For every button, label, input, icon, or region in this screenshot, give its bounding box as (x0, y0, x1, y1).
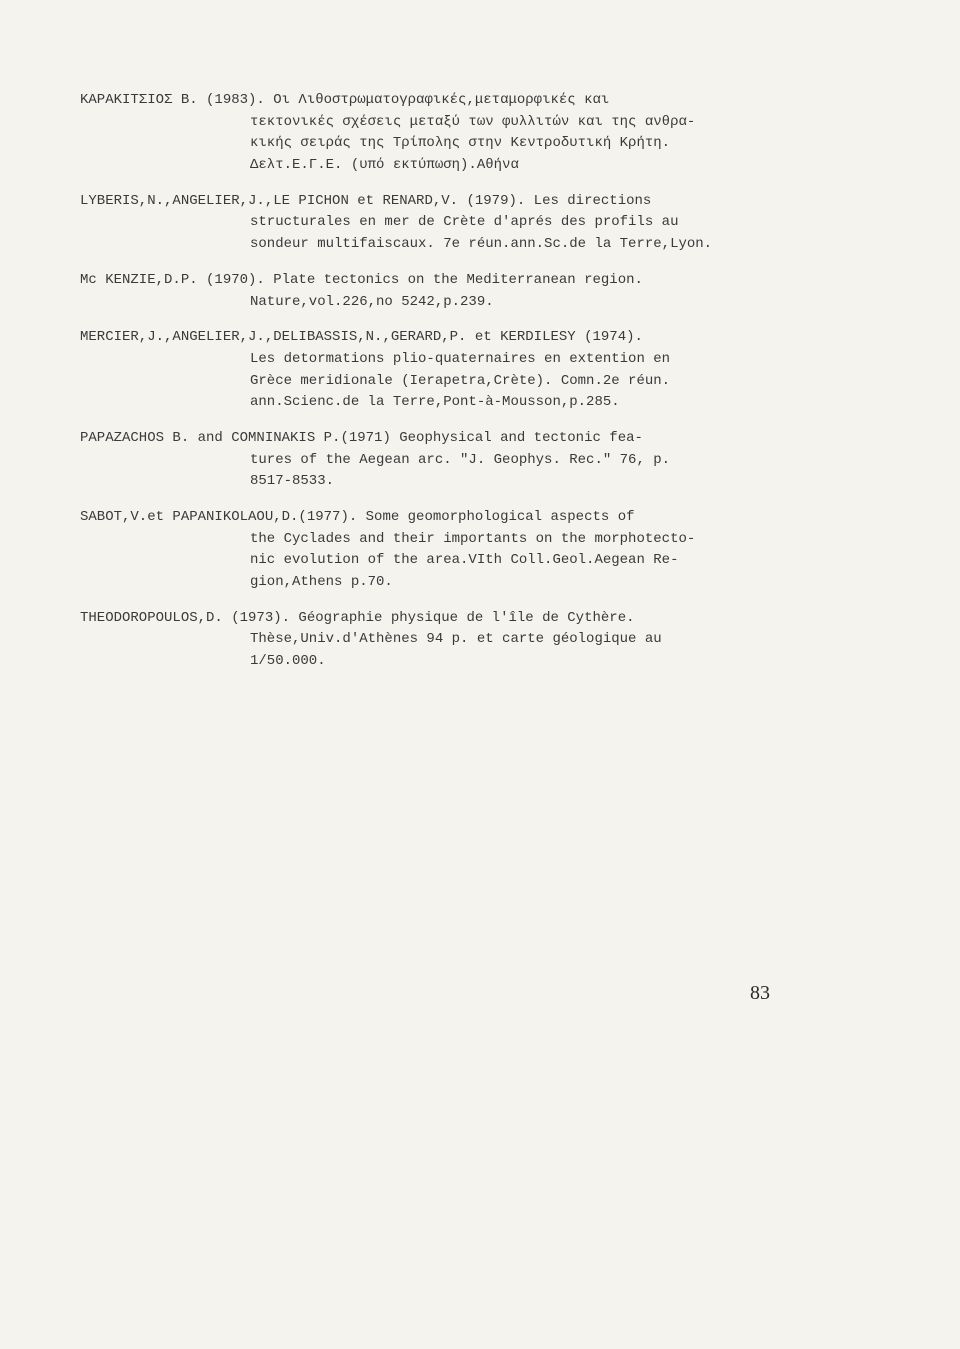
reference-continuation-line: structurales en mer de Crète d'aprés des… (80, 212, 870, 234)
reference-first-line: MERCIER,J.,ANGELIER,J.,DELIBASSIS,N.,GER… (80, 327, 870, 349)
reference-first-line: Mc KENZIE,D.P. (1970). Plate tectonics o… (80, 270, 870, 292)
reference-entry: ΚΑΡΑΚΙΤΣΙΟΣ Β. (1983). Οι Λιθοστρωματογρ… (80, 90, 870, 177)
reference-first-line: ΚΑΡΑΚΙΤΣΙΟΣ Β. (1983). Οι Λιθοστρωματογρ… (80, 90, 870, 112)
reference-continuation-line: ann.Scienc.de la Terre,Pont-à-Mousson,p.… (80, 392, 870, 414)
reference-entry: MERCIER,J.,ANGELIER,J.,DELIBASSIS,N.,GER… (80, 327, 870, 414)
reference-entry: PAPAZACHOS B. and COMNINAKIS P.(1971) Ge… (80, 428, 870, 493)
reference-continuation-line: tures of the Aegean arc. "J. Geophys. Re… (80, 450, 870, 472)
reference-continuation-line: Thèse,Univ.d'Athènes 94 p. et carte géol… (80, 629, 870, 651)
reference-continuation-line: gion,Athens p.70. (80, 572, 870, 594)
reference-continuation-line: the Cyclades and their importants on the… (80, 529, 870, 551)
reference-first-line: THEODOROPOULOS,D. (1973). Géographie phy… (80, 608, 870, 630)
reference-continuation-line: 1/50.000. (80, 651, 870, 673)
reference-first-line: LYBERIS,N.,ANGELIER,J.,LE PICHON et RENA… (80, 191, 870, 213)
reference-first-line: SABOT,V.et PAPANIKOLAOU,D.(1977). Some g… (80, 507, 870, 529)
reference-entry: LYBERIS,N.,ANGELIER,J.,LE PICHON et RENA… (80, 191, 870, 256)
page-number: 83 (750, 978, 770, 1009)
references-list: ΚΑΡΑΚΙΤΣΙΟΣ Β. (1983). Οι Λιθοστρωματογρ… (80, 90, 870, 673)
reference-entry: SABOT,V.et PAPANIKOLAOU,D.(1977). Some g… (80, 507, 870, 594)
reference-continuation-line: sondeur multifaiscaux. 7e réun.ann.Sc.de… (80, 234, 870, 256)
reference-continuation-line: 8517-8533. (80, 471, 870, 493)
reference-continuation-line: Les detormations plio-quaternaires en ex… (80, 349, 870, 371)
reference-continuation-line: Grèce meridionale (Ierapetra,Crète). Com… (80, 371, 870, 393)
reference-entry: Mc KENZIE,D.P. (1970). Plate tectonics o… (80, 270, 870, 313)
reference-entry: THEODOROPOULOS,D. (1973). Géographie phy… (80, 608, 870, 673)
reference-continuation-line: Δελτ.Ε.Γ.Ε. (υπό εκτύπωση).Αθήνα (80, 155, 870, 177)
reference-continuation-line: Nature,vol.226,no 5242,p.239. (80, 292, 870, 314)
reference-continuation-line: τεκτονικές σχέσεις μεταξύ των φυλλιτών κ… (80, 112, 870, 134)
reference-first-line: PAPAZACHOS B. and COMNINAKIS P.(1971) Ge… (80, 428, 870, 450)
reference-continuation-line: nic evolution of the area.VIth Coll.Geol… (80, 550, 870, 572)
reference-continuation-line: κικής σειράς της Τρίπολης στην Κεντροδυτ… (80, 133, 870, 155)
